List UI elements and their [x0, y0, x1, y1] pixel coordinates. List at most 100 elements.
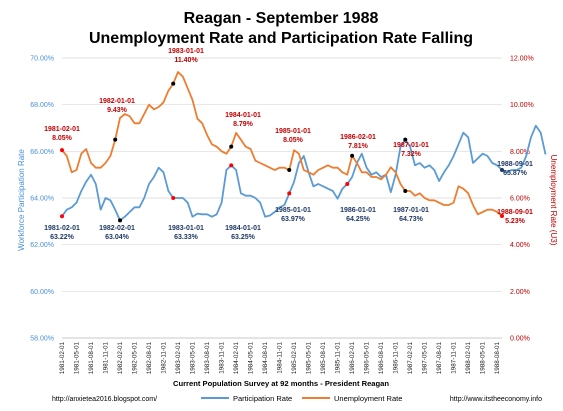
x-tick-label: 1988-08-01	[494, 342, 501, 375]
unemployment-annotation-marker	[229, 144, 234, 149]
participation-annotation-value: 63.33%	[174, 234, 199, 241]
participation-annotation-value: 64.73%	[399, 216, 424, 223]
x-tick-label: 1983-08-01	[204, 342, 211, 375]
annotation-markers	[60, 81, 504, 223]
x-tick-label: 1987-02-01	[407, 342, 414, 375]
participation-annotation-marker	[403, 137, 408, 142]
x-tick-label: 1981-08-01	[88, 342, 95, 375]
participation-annotation-value: 63.25%	[231, 234, 256, 241]
right-tick-label: 8.00%	[510, 149, 530, 156]
chart-subtitle: Unemployment Rate and Participation Rate…	[89, 30, 473, 47]
participation-annotation-date: 1983-01-01	[168, 225, 204, 232]
left-axis-ticks: 58.00% 60.00% 62.00% 64.00% 66.00% 68.00% 70.0…	[30, 56, 54, 343]
participation-annotation-date: 1982-02-01	[99, 225, 135, 232]
participation-annotation-date: 1988-09-01	[497, 161, 533, 168]
x-tick-label: 1984-11-01	[277, 342, 284, 374]
unemployment-annotation-marker	[500, 213, 504, 218]
series-lines	[61, 71, 547, 222]
x-tick-label: 1983-11-01	[219, 342, 226, 374]
participation-annotation-value: 63.97%	[281, 216, 306, 223]
left-tick-label: 64.00%	[30, 196, 54, 203]
x-tick-label: 1986-05-01	[364, 342, 371, 375]
left-tick-label: 70.00%	[30, 56, 54, 63]
participation-annotation-value: 65.87%	[503, 170, 528, 177]
participation-annotation-value: 64.25%	[346, 216, 371, 223]
unemployment-annotation-marker	[113, 137, 118, 142]
unemployment-annotation-marker	[287, 168, 292, 172]
unemployment-annotation-date: 1982-01-01	[99, 98, 135, 105]
x-tick-label: 1983-05-01	[190, 342, 197, 375]
x-tick-label: 1982-08-01	[146, 342, 153, 375]
x-tick-label: 1984-08-01	[262, 342, 269, 375]
x-tick-label: 1982-11-01	[161, 342, 168, 374]
unemployment-rate-line	[61, 71, 503, 217]
unemployment-annotation-date: 1988-09-01	[497, 209, 533, 216]
right-tick-label: 4.00%	[510, 242, 530, 249]
unemployment-annotation-value: 11.40%	[174, 57, 198, 64]
x-tick-label: 1985-11-01	[335, 342, 342, 374]
unemployment-annotation-date: 1983-01-01	[168, 48, 204, 55]
x-tick-label: 1988-05-01	[480, 342, 487, 375]
participation-annotation-value: 63.04%	[105, 234, 130, 241]
left-tick-label: 60.00%	[30, 289, 54, 296]
participation-annotation-date: 1986-01-01	[340, 207, 376, 214]
participation-annotation-date: 1981-02-01	[44, 225, 80, 232]
annotations: 1981-02-01 63.22% 1982-02-01 63.04% 1983-01-…	[44, 48, 533, 241]
right-tick-label: 10.00%	[510, 102, 534, 109]
unemployment-annotation-date: 1984-01-01	[225, 112, 261, 119]
unemployment-annotation-value: 7.32%	[401, 151, 422, 158]
right-axis-label: Unemployment Rate (U3)	[549, 155, 558, 246]
unemployment-annotation-marker	[403, 189, 408, 193]
x-tick-label: 1986-02-01	[349, 342, 356, 375]
x-tick-label: 1981-11-01	[103, 342, 110, 374]
participation-annotation-marker	[287, 191, 292, 196]
participation-annotation-date: 1984-01-01	[225, 225, 261, 232]
unemployment-annotation-marker	[350, 153, 355, 158]
legend: Participation Rate Unemployment Rate	[201, 394, 402, 403]
unemployment-annotation-value: 8.05%	[52, 135, 73, 142]
x-tick-label: 1984-05-01	[248, 342, 255, 375]
participation-annotation-marker	[345, 182, 350, 186]
unemployment-annotation-date: 1986-02-01	[340, 134, 376, 141]
unemployment-annotation-value: 7.81%	[348, 143, 369, 150]
legend-participation-label: Participation Rate	[233, 394, 292, 403]
legend-unemployment-label: Unemployment Rate	[334, 394, 402, 403]
x-tick-label: 1981-05-01	[74, 342, 81, 375]
participation-annotation-marker	[171, 196, 176, 200]
unemployment-annotation-date: 1985-01-01	[275, 128, 311, 135]
x-axis-ticks: 1981-02-01 1981-05-01 1981-08-01 1981-11-01…	[59, 342, 501, 375]
unemployment-annotation-value: 8.79%	[233, 121, 254, 128]
x-tick-label: 1981-02-01	[59, 342, 66, 375]
x-tick-label: 1985-05-01	[306, 342, 313, 375]
participation-annotation-marker	[229, 163, 234, 168]
participation-annotation-marker	[118, 218, 123, 223]
left-tick-label: 62.00%	[30, 242, 54, 249]
right-tick-label: 2.00%	[510, 289, 530, 296]
left-axis-label: Workforce Participation Rate	[17, 149, 26, 251]
x-tick-label: 1988-02-01	[465, 342, 472, 375]
x-tick-label: 1987-05-01	[422, 342, 429, 375]
x-tick-label: 1986-11-01	[393, 342, 400, 374]
x-tick-label: 1986-08-01	[378, 342, 385, 375]
left-tick-label: 68.00%	[30, 102, 54, 109]
x-tick-label: 1984-02-01	[233, 342, 240, 375]
left-tick-label: 58.00%	[30, 336, 54, 343]
x-tick-label: 1987-11-01	[451, 342, 458, 374]
unemployment-annotation-date: 1981-02-01	[44, 126, 80, 133]
right-tick-label: 6.00%	[510, 196, 530, 203]
participation-annotation-value: 63.22%	[50, 234, 75, 241]
participation-annotation-marker	[500, 168, 504, 172]
gridlines	[62, 57, 502, 339]
x-tick-label: 1987-08-01	[436, 342, 443, 375]
unemployment-annotation-date: 1987-01-01	[393, 142, 429, 149]
x-tick-label: 1982-02-01	[117, 342, 124, 375]
right-tick-label: 12.00%	[510, 56, 534, 63]
participation-annotation-marker	[60, 214, 64, 219]
left-tick-label: 66.00%	[30, 149, 54, 156]
x-tick-label: 1985-08-01	[320, 342, 327, 375]
participation-rate-line	[61, 124, 547, 222]
participation-annotation-date: 1987-01-01	[393, 207, 429, 214]
x-tick-label: 1983-02-01	[175, 342, 182, 375]
footer-left-url: http://anxietea2016.blogspot.com/	[52, 396, 157, 403]
